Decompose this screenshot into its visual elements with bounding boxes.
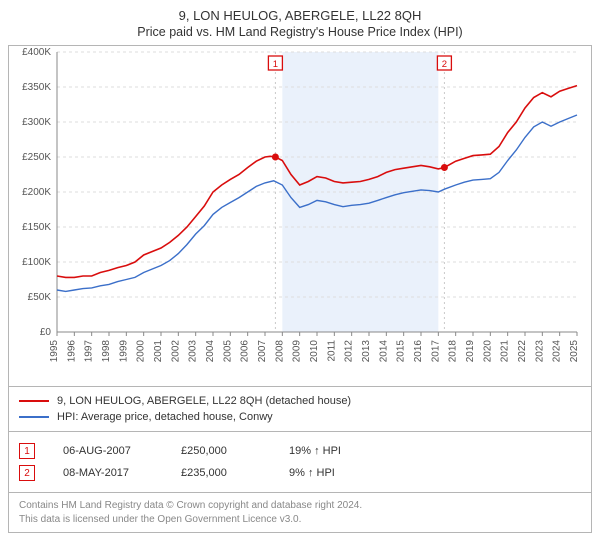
footer-line: This data is licensed under the Open Gov…: [19, 513, 581, 527]
svg-text:2016: 2016: [413, 340, 424, 363]
svg-text:2005: 2005: [222, 340, 233, 363]
svg-text:2013: 2013: [361, 340, 372, 363]
svg-text:2002: 2002: [170, 340, 181, 363]
event-price: £235,000: [181, 467, 261, 479]
legend-label: HPI: Average price, detached house, Conw…: [57, 411, 273, 423]
svg-text:2006: 2006: [240, 340, 251, 363]
event-date: 06-AUG-2007: [63, 445, 153, 457]
legend-swatch: [19, 416, 49, 418]
svg-text:1999: 1999: [118, 340, 129, 363]
legend-row: HPI: Average price, detached house, Conw…: [19, 409, 581, 425]
svg-text:2007: 2007: [257, 340, 268, 363]
svg-text:2010: 2010: [309, 340, 320, 363]
svg-text:2014: 2014: [378, 340, 389, 363]
events-table: 1 06-AUG-2007 £250,000 19% ↑ HPI 2 08-MAY-201…: [8, 432, 592, 493]
svg-text:2012: 2012: [344, 340, 355, 363]
svg-text:1: 1: [273, 59, 278, 70]
svg-text:£50K: £50K: [28, 292, 52, 303]
svg-text:£0: £0: [40, 327, 52, 338]
svg-text:£300K: £300K: [22, 117, 51, 128]
svg-text:£100K: £100K: [22, 257, 51, 268]
event-pct: 9% ↑ HPI: [289, 467, 335, 479]
svg-text:£150K: £150K: [22, 222, 51, 233]
svg-text:2011: 2011: [326, 340, 337, 362]
legend-label: 9, LON HEULOG, ABERGELE, LL22 8QH (detac…: [57, 395, 351, 407]
footer-line: Contains HM Land Registry data © Crown c…: [19, 499, 581, 513]
svg-text:2008: 2008: [274, 340, 285, 363]
svg-text:2024: 2024: [552, 340, 563, 363]
svg-text:1996: 1996: [66, 340, 77, 363]
legend: 9, LON HEULOG, ABERGELE, LL22 8QH (detac…: [8, 387, 592, 432]
svg-text:2003: 2003: [188, 340, 199, 363]
svg-text:2021: 2021: [500, 340, 511, 363]
svg-text:2: 2: [442, 59, 447, 70]
svg-text:2023: 2023: [534, 340, 545, 363]
svg-text:1997: 1997: [84, 340, 95, 363]
svg-text:2025: 2025: [569, 340, 580, 363]
event-price: £250,000: [181, 445, 261, 457]
svg-text:2020: 2020: [482, 340, 493, 363]
page-subtitle: Price paid vs. HM Land Registry's House …: [8, 25, 592, 39]
svg-text:2009: 2009: [292, 340, 303, 363]
svg-text:1998: 1998: [101, 340, 112, 363]
line-chart: £0 £50K £100K £150K £200K £250K £300K £350K £400…: [9, 46, 591, 386]
event-marker-icon: 1: [19, 443, 35, 459]
svg-text:1995: 1995: [49, 340, 60, 363]
svg-text:£400K: £400K: [22, 47, 51, 58]
event-marker-icon: 2: [19, 465, 35, 481]
svg-text:£200K: £200K: [22, 187, 51, 198]
svg-text:2022: 2022: [517, 340, 528, 363]
chart-container: £0 £50K £100K £150K £200K £250K £300K £350K £400…: [8, 45, 592, 387]
event-date: 08-MAY-2017: [63, 467, 153, 479]
svg-text:2019: 2019: [465, 340, 476, 363]
legend-row: 9, LON HEULOG, ABERGELE, LL22 8QH (detac…: [19, 393, 581, 409]
event-pct: 19% ↑ HPI: [289, 445, 341, 457]
svg-text:2015: 2015: [396, 340, 407, 363]
page: 9, LON HEULOG, ABERGELE, LL22 8QH Price …: [0, 0, 600, 541]
svg-text:2000: 2000: [136, 340, 147, 363]
svg-text:2017: 2017: [430, 340, 441, 363]
event-row: 2 08-MAY-2017 £235,000 9% ↑ HPI: [19, 462, 581, 484]
svg-text:£250K: £250K: [22, 152, 51, 163]
svg-text:2004: 2004: [205, 340, 216, 363]
svg-text:2001: 2001: [153, 340, 164, 363]
page-title: 9, LON HEULOG, ABERGELE, LL22 8QH: [8, 8, 592, 23]
event-row: 1 06-AUG-2007 £250,000 19% ↑ HPI: [19, 440, 581, 462]
footer-licence: Contains HM Land Registry data © Crown c…: [8, 493, 592, 533]
svg-text:£350K: £350K: [22, 82, 51, 93]
legend-swatch: [19, 400, 49, 402]
svg-text:2018: 2018: [448, 340, 459, 363]
